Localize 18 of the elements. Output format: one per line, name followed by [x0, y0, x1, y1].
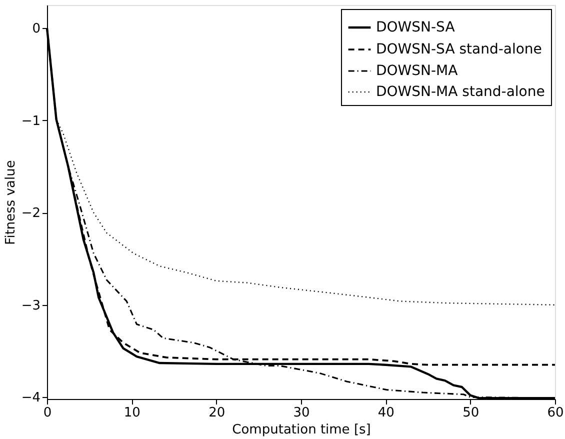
- legend-label: DOWSN-SA stand-alone: [376, 42, 542, 58]
- x-axis-title: Computation time [s]: [232, 422, 371, 438]
- legend-label: DOWSN-MA stand-alone: [376, 84, 545, 100]
- legend-label: DOWSN-SA: [376, 20, 456, 36]
- y-tick-label: −1: [21, 114, 40, 129]
- x-tick-label: 0: [43, 406, 52, 420]
- x-tick-label: 50: [462, 406, 480, 420]
- x-tick-label: 30: [293, 406, 310, 420]
- y-tick-label: 0: [32, 22, 40, 37]
- y-tick-label: −2: [21, 206, 40, 222]
- y-tick-label: −4: [21, 390, 40, 406]
- x-tick-label: 60: [547, 406, 564, 420]
- legend-label: DOWSN-MA: [376, 63, 458, 79]
- x-tick-label: 10: [124, 406, 140, 420]
- x-tick-label: 40: [378, 406, 394, 420]
- y-tick-label: −3: [21, 298, 40, 314]
- y-axis-title: Fitness value: [3, 160, 18, 245]
- x-tick-label: 20: [208, 406, 226, 420]
